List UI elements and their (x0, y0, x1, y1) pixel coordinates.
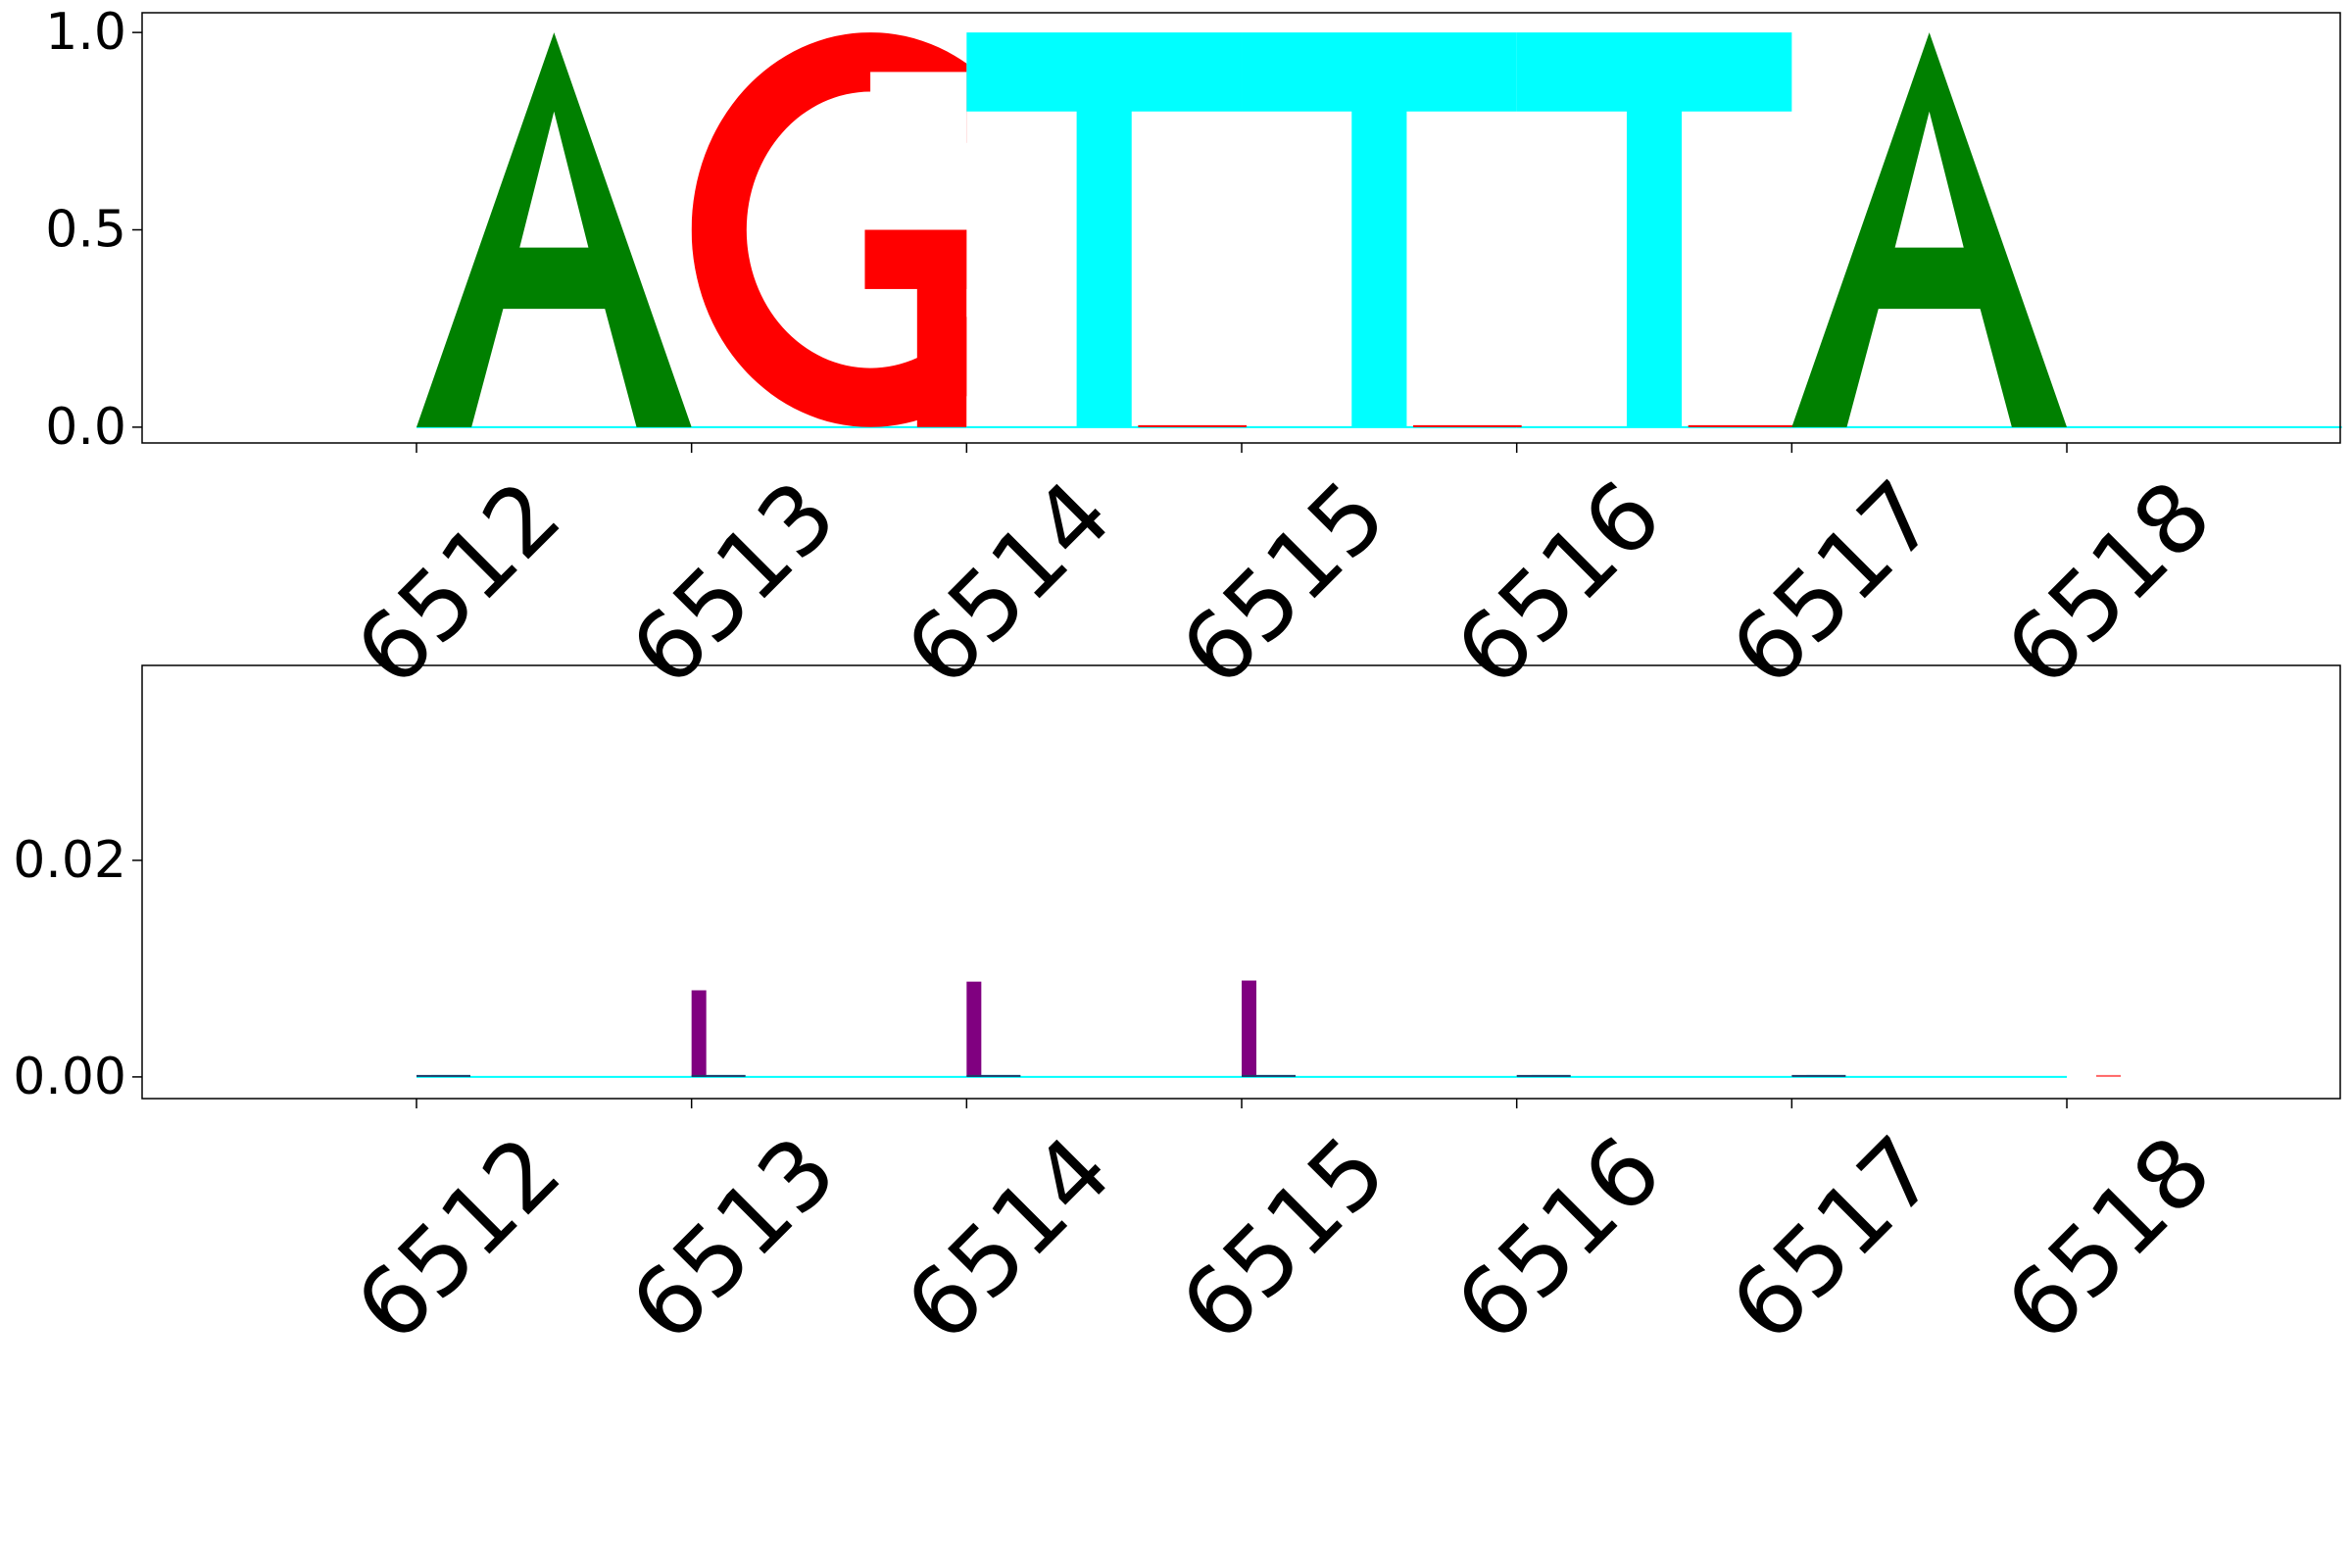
logo-letter-bar (916, 229, 967, 427)
bar (1242, 980, 1257, 1077)
bar (691, 1074, 746, 1077)
y-tick-label: 0.5 (45, 201, 126, 260)
logo-letter-t (966, 32, 1243, 427)
y-tick-label: 0.02 (13, 831, 126, 890)
logo-letter-t (1516, 32, 1792, 427)
y-tick-label: 0.0 (45, 398, 126, 457)
bar (966, 1074, 1021, 1077)
logo-letter-shape (1516, 32, 1792, 427)
bar-series-purple (691, 980, 1257, 1077)
bar (416, 1074, 470, 1077)
bar (1242, 1074, 1297, 1077)
logo-letter-cutout (870, 72, 967, 230)
bar (2096, 1074, 2122, 1077)
logo-letter-shape (1242, 32, 1517, 427)
y-tick-label: 0.00 (13, 1048, 126, 1106)
logo-letter-a (416, 32, 692, 427)
logo-letter-shape (1791, 32, 2068, 427)
logo-letter-shape (691, 32, 967, 427)
bar (1791, 1074, 1846, 1077)
logo-letter-shape (416, 32, 692, 427)
bar (1516, 1074, 1571, 1077)
bar-series-navy (416, 1074, 1846, 1077)
bar (691, 990, 707, 1077)
bar-series-red (2096, 1074, 2122, 1077)
logo-letter-g (691, 32, 967, 427)
logo-letter-shape (966, 32, 1243, 427)
y-tick-label: 1.0 (45, 3, 126, 62)
logo-letter-t (1242, 32, 1517, 427)
bar (966, 981, 982, 1077)
logo-letter-a (1791, 32, 2068, 427)
